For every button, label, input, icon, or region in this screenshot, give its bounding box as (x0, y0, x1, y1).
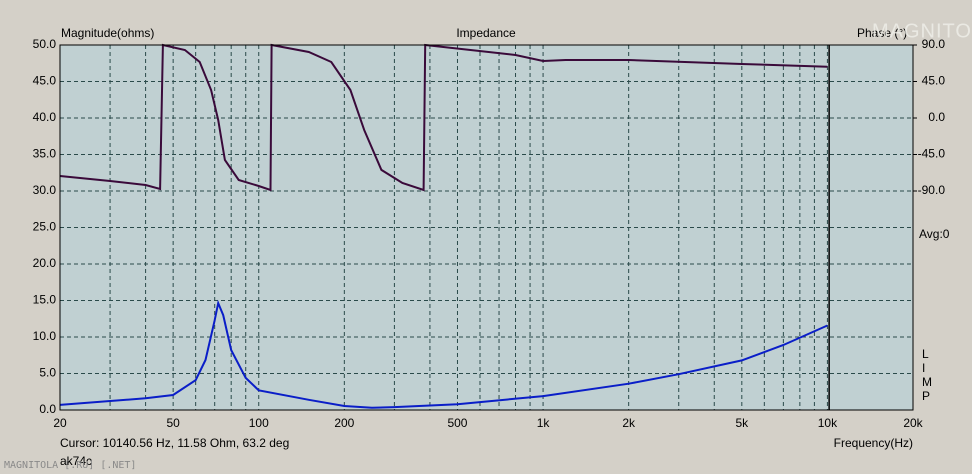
chart-title: Impedance (456, 26, 516, 40)
x-tick-label: 50 (166, 416, 180, 430)
y2-tick-label: 90.0 (922, 37, 946, 51)
series-line (59, 43, 828, 192)
y2-tick-label: -45.0 (918, 147, 946, 161)
average: Avg:0 (919, 227, 950, 241)
watermark: MAGNITOLA [.RU] [.NET] (4, 460, 136, 471)
y2-tick-label: 0.0 (928, 110, 945, 124)
y-tick-label: 0.0 (39, 402, 56, 416)
y-tick-label: 25.0 (33, 220, 57, 234)
y2-tick-label: -90.0 (918, 183, 946, 197)
y-tick-label: 30.0 (33, 183, 57, 197)
x-tick-label: 500 (447, 416, 467, 430)
logo: MAGNITOLA (872, 20, 972, 42)
x-tick-label: 10k (818, 416, 838, 430)
x-tick-label: 2k (622, 416, 636, 430)
y-tick-label: 50.0 (33, 37, 57, 51)
x-tick-label: 5k (735, 416, 749, 430)
x-tick-label: 20k (903, 416, 923, 430)
y-tick-label: 35.0 (33, 147, 57, 161)
x-tick-label: 100 (249, 416, 269, 430)
cursor-readout: Cursor: 10140.56 Hz, 11.58 Ohm, 63.2 deg (60, 436, 289, 450)
x-tick-label: 1k (537, 416, 551, 430)
y-tick-label: 10.0 (33, 329, 57, 343)
y-axis-label: Magnitude(ohms) (61, 26, 154, 40)
y-tick-label: 20.0 (33, 256, 57, 270)
x-axis-label: Frequency(Hz) (834, 436, 913, 450)
x-tick-label: 200 (334, 416, 354, 430)
y2-tick-label: 45.0 (922, 74, 946, 88)
y2-axis-label: Phase (°) (857, 26, 907, 40)
y-tick-label: 5.0 (39, 366, 56, 380)
y-tick-label: 40.0 (33, 110, 57, 124)
y-tick-label: 15.0 (33, 293, 57, 307)
x-tick-label: 20 (53, 416, 67, 430)
y-tick-label: 45.0 (33, 74, 57, 88)
plot-border (59, 44, 914, 411)
series-line (59, 299, 828, 409)
user: ak74c (60, 454, 92, 468)
